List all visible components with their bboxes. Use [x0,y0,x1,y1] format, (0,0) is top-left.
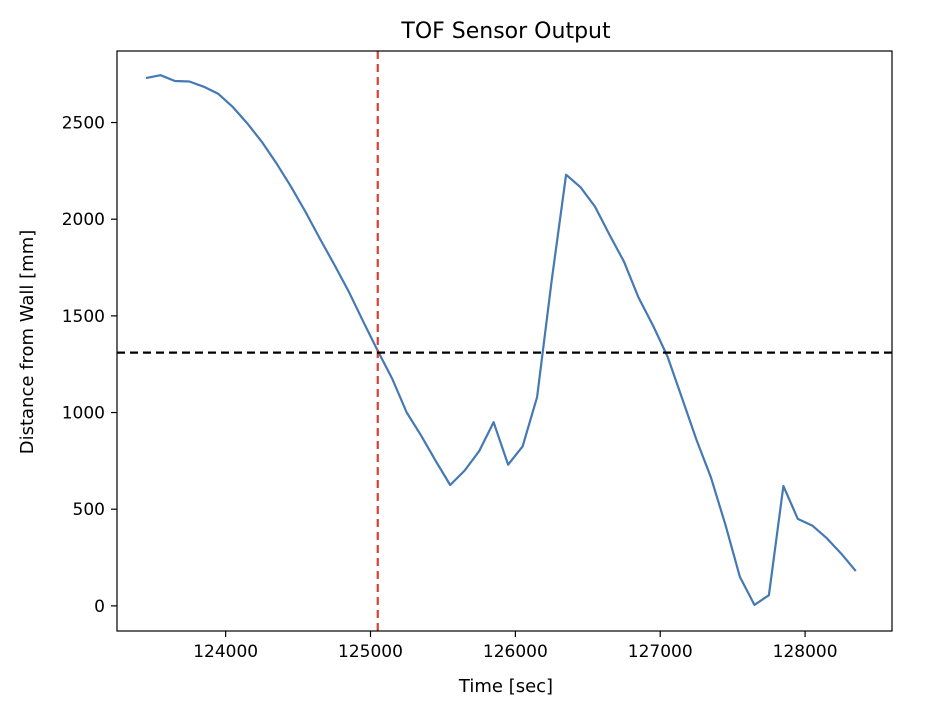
plot-frame [116,50,893,632]
series-line-0 [145,74,857,607]
y-tick-label: 0 [94,597,105,617]
axes: 124000 125000 126000 127000 128000 0 500 1000 15… [62,50,893,662]
x-tick-label: 124000 [193,642,258,662]
y-tick-label: 1000 [62,404,105,424]
y-axis-label: Distance from Wall [mm] [17,230,38,455]
x-tick-label: 125000 [338,642,403,662]
x-tick-label: 128000 [773,642,838,662]
x-tick-label: 126000 [483,642,548,662]
plot-area [145,74,857,607]
y-tick-label: 1500 [62,307,105,327]
y-tick-label: 2000 [62,210,105,230]
y-tick-label: 500 [73,500,105,520]
chart-title: TOF Sensor Output [400,19,611,44]
x-tick-label: 127000 [628,642,693,662]
reference-lines [117,51,892,631]
y-tick-label: 2500 [62,114,105,134]
x-axis-label: Time [sec] [458,676,553,697]
